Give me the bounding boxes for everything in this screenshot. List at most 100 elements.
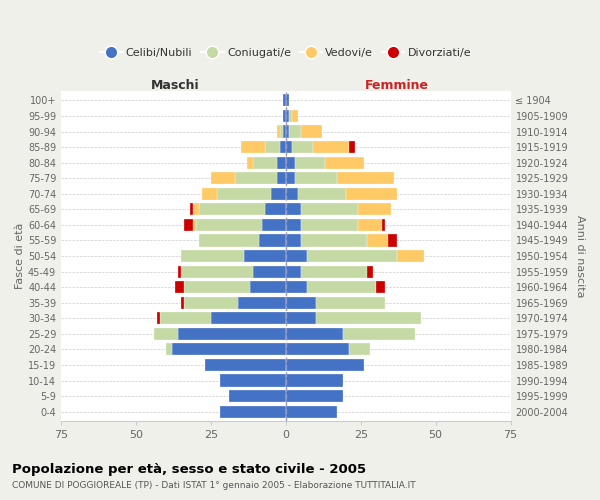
Bar — [178, 328, 286, 340]
Bar — [286, 204, 301, 216]
Bar — [316, 312, 421, 324]
Bar — [286, 390, 343, 402]
Bar — [388, 234, 397, 246]
Text: Femmine: Femmine — [365, 79, 429, 92]
Bar — [397, 250, 424, 262]
Bar — [289, 126, 301, 138]
Bar — [286, 328, 343, 340]
Bar — [199, 234, 259, 246]
Bar — [286, 110, 289, 122]
Bar — [253, 156, 277, 168]
Bar — [184, 296, 238, 309]
Bar — [253, 266, 286, 278]
Bar — [286, 141, 292, 153]
Bar — [286, 296, 316, 309]
Bar — [262, 219, 286, 231]
Bar — [301, 204, 358, 216]
Bar — [295, 172, 337, 184]
Bar — [301, 126, 322, 138]
Bar — [250, 281, 286, 293]
Bar — [286, 219, 301, 231]
Bar — [286, 188, 298, 200]
Bar — [220, 406, 286, 417]
Bar — [235, 172, 277, 184]
Bar — [295, 156, 325, 168]
Bar — [286, 344, 349, 355]
Bar — [154, 328, 178, 340]
Bar — [181, 250, 244, 262]
Bar — [292, 110, 298, 122]
Y-axis label: Fasce di età: Fasce di età — [15, 223, 25, 289]
Bar — [220, 374, 286, 386]
Bar — [247, 156, 253, 168]
Bar — [358, 204, 391, 216]
Bar — [349, 344, 370, 355]
Bar — [382, 219, 385, 231]
Bar — [337, 172, 394, 184]
Bar — [316, 296, 385, 309]
Bar — [286, 266, 301, 278]
Bar — [286, 281, 307, 293]
Bar — [286, 359, 364, 371]
Bar — [238, 296, 286, 309]
Text: Maschi: Maschi — [151, 79, 199, 92]
Bar — [277, 172, 286, 184]
Bar — [166, 344, 172, 355]
Bar — [277, 126, 280, 138]
Bar — [325, 156, 364, 168]
Bar — [178, 266, 181, 278]
Bar — [241, 141, 265, 153]
Text: Popolazione per età, sesso e stato civile - 2005: Popolazione per età, sesso e stato civil… — [12, 462, 366, 475]
Bar — [346, 188, 397, 200]
Bar — [349, 141, 355, 153]
Bar — [343, 328, 415, 340]
Bar — [265, 204, 286, 216]
Bar — [307, 250, 397, 262]
Bar — [259, 234, 286, 246]
Bar — [286, 94, 289, 106]
Bar — [211, 172, 235, 184]
Bar — [280, 141, 286, 153]
Bar — [367, 234, 388, 246]
Bar — [286, 312, 316, 324]
Bar — [190, 204, 193, 216]
Bar — [160, 312, 211, 324]
Bar — [286, 126, 289, 138]
Bar — [286, 374, 343, 386]
Bar — [199, 204, 265, 216]
Bar — [358, 219, 382, 231]
Bar — [211, 312, 286, 324]
Bar — [193, 204, 199, 216]
Bar — [181, 296, 184, 309]
Bar — [265, 141, 280, 153]
Text: COMUNE DI POGGIOREALE (TP) - Dati ISTAT 1° gennaio 2005 - Elaborazione TUTTITALI: COMUNE DI POGGIOREALE (TP) - Dati ISTAT … — [12, 481, 416, 490]
Bar — [376, 281, 385, 293]
Bar — [172, 344, 286, 355]
Bar — [301, 234, 367, 246]
Bar — [196, 219, 262, 231]
Bar — [184, 281, 250, 293]
Bar — [217, 188, 271, 200]
Y-axis label: Anni di nascita: Anni di nascita — [575, 215, 585, 298]
Bar — [277, 156, 286, 168]
Bar — [367, 266, 373, 278]
Bar — [157, 312, 160, 324]
Bar — [289, 110, 292, 122]
Bar — [280, 126, 283, 138]
Bar — [229, 390, 286, 402]
Bar — [283, 94, 286, 106]
Bar — [286, 406, 337, 417]
Bar — [307, 281, 376, 293]
Bar — [286, 250, 307, 262]
Bar — [301, 266, 367, 278]
Bar — [205, 359, 286, 371]
Bar — [286, 234, 301, 246]
Bar — [244, 250, 286, 262]
Bar — [193, 219, 196, 231]
Bar — [181, 266, 253, 278]
Bar — [286, 156, 295, 168]
Bar — [283, 126, 286, 138]
Bar — [313, 141, 349, 153]
Bar — [175, 281, 184, 293]
Bar — [184, 219, 193, 231]
